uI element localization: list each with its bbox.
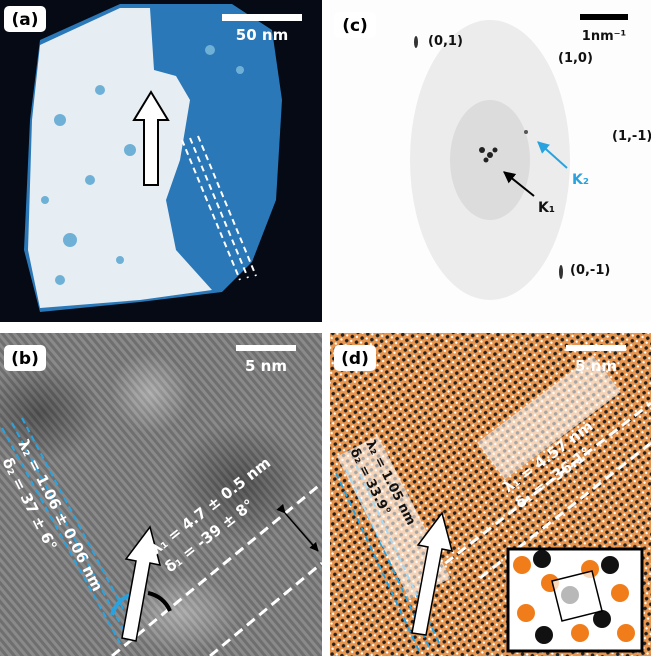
inset (508, 549, 642, 651)
spot-label: (0,1) (428, 34, 463, 49)
panel-d: λ₂ = 1.05 nm δ₂ = 33.9° λ₁ = 4.57 nm δ₁ … (330, 333, 651, 656)
panel-label: (d) (341, 349, 369, 369)
panel-label: (c) (342, 16, 368, 36)
spot-label: (1,-1) (612, 129, 651, 144)
spot-label: (1,0) (558, 51, 593, 66)
panel-label: (b) (11, 349, 39, 369)
k2-label: K₂ (572, 172, 589, 188)
scale-bar-label: 5 nm (575, 357, 617, 375)
scale-bar-label: 5 nm (245, 357, 287, 375)
scale-bar-label: 1nm⁻¹ (582, 29, 626, 44)
scale-bar-label: 50 nm (236, 26, 288, 44)
panel-b: λ₂ = 1.06 ± 0.06 nm δ₂ = 37 ± 6° λ₁ = 4.… (0, 333, 322, 656)
spot-label: (0,-1) (570, 263, 610, 278)
panel-a: (a) 50 nm (0, 0, 322, 322)
panel-c: 1nm⁻¹ (0,1) (1,0) (1,-1) (0,-1) K₂ K₁ (c… (330, 0, 651, 322)
k1-label: K₁ (538, 200, 555, 216)
figure: (a) 50 nm 1nm⁻¹ (0,1) (1,0) (1,-1) (0,-1… (0, 0, 651, 656)
panel-label: (a) (11, 10, 38, 30)
